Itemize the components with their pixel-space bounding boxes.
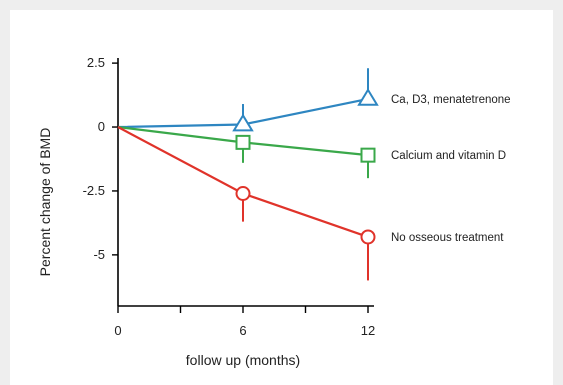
series-label: No osseous treatment <box>391 232 504 244</box>
y-tick-label: -5 <box>93 247 105 262</box>
y-axis-label: Percent change of BMD <box>37 128 53 277</box>
series-circle: No osseous treatment <box>117 126 504 281</box>
series-square: Calcium and vitamin D <box>117 125 506 179</box>
data-point-circle <box>360 229 376 245</box>
x-tick-label: 6 <box>239 323 246 338</box>
data-point-square <box>235 134 251 150</box>
chart-panel: 2.5 0 -2.5 -5 0 6 12 Ca, D3, menatetrenone Calc… <box>10 10 553 385</box>
series-label: Ca, D3, menatetrenone <box>391 94 511 106</box>
y-tick-label: 2.5 <box>87 55 105 70</box>
x-tick-label: 12 <box>361 323 375 338</box>
data-point-square <box>360 147 376 163</box>
series-label: Calcium and vitamin D <box>391 150 506 162</box>
x-axis-label: follow up (months) <box>186 352 300 368</box>
series-triangle: Ca, D3, menatetrenone <box>117 68 511 132</box>
y-tick-label: -2.5 <box>83 183 105 198</box>
data-point-triangle <box>232 113 254 132</box>
data-point-circle <box>235 186 251 202</box>
y-tick-label: 0 <box>98 119 105 134</box>
x-tick-label: 0 <box>114 323 121 338</box>
data-point-triangle <box>357 87 379 106</box>
bmd-line-chart: 2.5 0 -2.5 -5 0 6 12 Ca, D3, menatetrenone Calc… <box>37 55 511 368</box>
